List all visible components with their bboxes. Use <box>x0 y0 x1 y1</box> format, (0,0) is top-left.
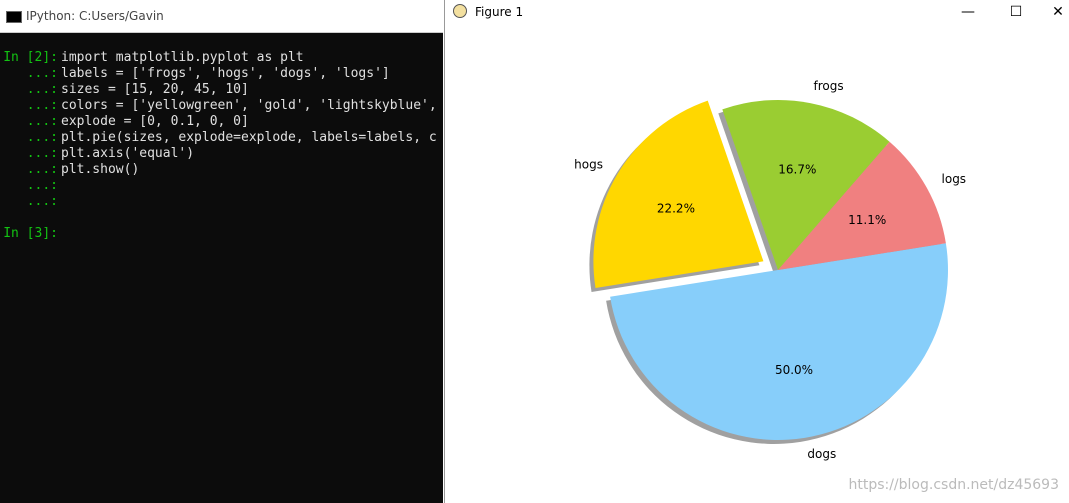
console-line: In [3]: <box>0 226 443 242</box>
console-line: ...: labels = ['frogs', 'hogs', 'dogs', '… <box>0 66 443 82</box>
console-prompt: ...: <box>26 178 58 193</box>
console-line: ...: sizes = [15, 20, 45, 10] <box>0 82 443 98</box>
console-prompt: ...: <box>26 114 58 129</box>
console-line: ...: <box>0 178 443 194</box>
pie-slice <box>722 100 890 270</box>
close-button[interactable]: ✕ <box>1052 4 1064 20</box>
console-code: import matplotlib.pyplot as plt <box>61 50 304 65</box>
console-line: ...: plt.pie(sizes, explode=explode, labe… <box>0 130 443 146</box>
console-prompt: ...: <box>26 162 58 177</box>
maximize-button[interactable]: ☐ <box>1009 4 1023 20</box>
console-title-bar: IPython: C:Users/Gavin <box>0 0 443 33</box>
value-label: 16.7% <box>778 162 816 176</box>
figure-title: Figure 1 <box>475 5 524 19</box>
pie-slice <box>593 100 764 288</box>
value-label: 11.1% <box>848 213 886 227</box>
value-label: 50.0% <box>775 363 813 377</box>
console-title: IPython: C:Users/Gavin <box>26 9 164 23</box>
console-code: labels = ['frogs', 'hogs', 'dogs', 'logs… <box>61 66 390 81</box>
console-code: explode = [0, 0.1, 0, 0] <box>61 114 249 129</box>
console-line <box>0 210 443 226</box>
minimize-button[interactable]: — <box>961 4 975 20</box>
pie-slice <box>778 141 946 270</box>
console-line: In [2]: import matplotlib.pyplot as plt <box>0 50 443 66</box>
console-window: IPython: C:Users/Gavin In [2]: import mat… <box>0 0 443 503</box>
pie-slice <box>610 243 948 440</box>
slice-label: dogs <box>807 447 836 461</box>
console-line: ...: plt.axis('equal') <box>0 146 443 162</box>
console-prompt: ...: <box>26 194 58 209</box>
console-prompt: ...: <box>26 146 58 161</box>
console-code: plt.pie(sizes, explode=explode, labels=l… <box>61 130 437 145</box>
console-prompt: ...: <box>26 130 58 145</box>
console-line: ...: explode = [0, 0.1, 0, 0] <box>0 114 443 130</box>
slice-label: logs <box>942 172 967 186</box>
console-line: ...: plt.show() <box>0 162 443 178</box>
figure-title-bar: Figure 1 — ☐ ✕ <box>445 0 1069 24</box>
console-code: sizes = [15, 20, 45, 10] <box>61 82 249 97</box>
console-line: ...: <box>0 194 443 210</box>
slice-label: frogs <box>813 79 843 93</box>
console-prompt: ...: <box>26 98 58 113</box>
console-prompt: In [3]: <box>3 226 58 241</box>
chart: frogs 16.7% hogs 22.2% dogs 50.0% logs 11.1% <box>574 79 967 461</box>
console-prompt: ...: <box>26 66 58 81</box>
console-code: colors = ['yellowgreen', 'gold', 'lights… <box>61 98 437 113</box>
console-code: plt.axis('equal') <box>61 146 195 161</box>
console-prompt: In [2]: <box>3 50 58 65</box>
watermark: https://blog.csdn.net/dz45693 <box>848 477 1059 493</box>
figure-window: Figure 1 — ☐ ✕ frogs 16.7% hogs 22.2% dogs 50… <box>444 0 1069 503</box>
console-output: In [2]: import matplotlib.pyplot as plt..… <box>0 33 443 242</box>
console-prompt: ...: <box>26 82 58 97</box>
console-line: ...: colors = ['yellowgreen', 'gold', 'li… <box>0 98 443 114</box>
value-label: 22.2% <box>657 201 695 215</box>
slice-label: hogs <box>574 158 603 172</box>
console-code: plt.show() <box>61 162 140 177</box>
